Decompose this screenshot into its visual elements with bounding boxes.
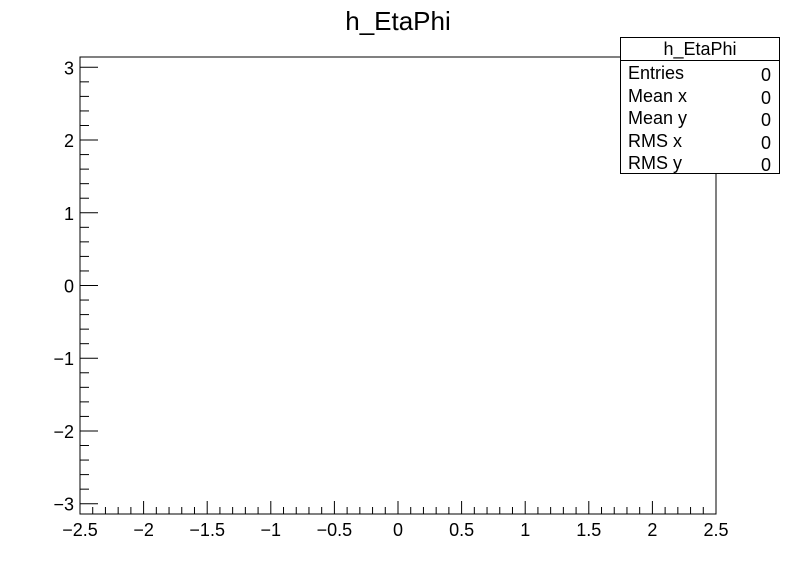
y-tick-label: 3 <box>64 58 74 78</box>
stats-label: RMS x <box>628 130 682 151</box>
stats-value: 0 <box>760 132 771 153</box>
x-tick-label: −1.5 <box>189 520 225 540</box>
x-tick-label: 1.5 <box>576 520 601 540</box>
x-tick-label: 1 <box>520 520 530 540</box>
stats-value: 0 <box>760 87 771 108</box>
stats-row-rms-x: RMS x 0 <box>621 129 779 153</box>
stats-row-rms-y: RMS y 0 <box>621 151 779 175</box>
stats-value: 0 <box>760 65 771 85</box>
stats-value: 0 <box>760 110 771 130</box>
y-tick-label: −1 <box>53 349 74 369</box>
x-tick-label: −2.5 <box>62 520 98 540</box>
x-tick-label: 2 <box>647 520 657 540</box>
x-tick-label: −2 <box>133 520 154 540</box>
x-axis: −2.5 −2 −1.5 −1 −0.5 0 0.5 1 1.5 2 2.5 <box>62 501 729 540</box>
y-tick-label: 1 <box>64 204 74 224</box>
x-tick-label: −0.5 <box>317 520 353 540</box>
x-tick-label: −1 <box>261 520 282 540</box>
stats-label: RMS y <box>628 153 682 173</box>
stats-label: Mean x <box>628 85 688 106</box>
x-tick-label: 2.5 <box>703 520 728 540</box>
y-tick-label: −2 <box>53 422 74 442</box>
chart-title: h_EtaPhi <box>345 6 451 36</box>
stats-label: Mean y <box>628 108 688 128</box>
stats-row-entries: Entries 0 <box>621 61 779 85</box>
stats-row-mean-x: Mean x 0 <box>621 84 779 108</box>
y-tick-label: 2 <box>64 131 74 151</box>
y-tick-label: 0 <box>64 277 74 297</box>
x-tick-label: 0 <box>393 520 403 540</box>
stats-row-mean-y: Mean y 0 <box>621 106 779 130</box>
y-axis: −3 −2 −1 0 1 2 3 <box>53 58 98 515</box>
stats-label: Entries <box>628 63 685 83</box>
stats-box: h_EtaPhi Entries 0 Mean x 0 Mean y 0 RMS… <box>620 37 780 175</box>
x-tick-label: 0.5 <box>449 520 474 540</box>
y-tick-label: −3 <box>53 495 74 515</box>
stats-value: 0 <box>760 155 771 175</box>
stats-box-title: h_EtaPhi <box>621 38 779 61</box>
